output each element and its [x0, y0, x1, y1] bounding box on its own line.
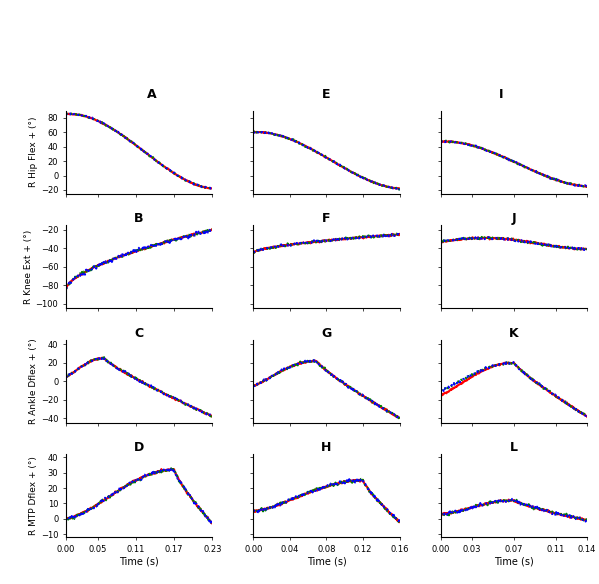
Title: J: J [512, 212, 516, 225]
Y-axis label: R Hip Flex + (°): R Hip Flex + (°) [29, 117, 38, 187]
Title: L: L [510, 442, 518, 454]
Text: I: I [499, 88, 503, 100]
Y-axis label: R MTP Dflex + (°): R MTP Dflex + (°) [29, 456, 38, 535]
Text: A: A [147, 88, 157, 100]
Title: F: F [322, 212, 331, 225]
Y-axis label: R Knee Ext + (°): R Knee Ext + (°) [24, 230, 33, 304]
Title: G: G [321, 326, 332, 340]
Y-axis label: R Ankle Dflex + (°): R Ankle Dflex + (°) [29, 338, 38, 424]
Title: C: C [135, 326, 144, 340]
X-axis label: Time (s): Time (s) [307, 557, 346, 566]
Title: D: D [134, 442, 144, 454]
X-axis label: Time (s): Time (s) [494, 557, 534, 566]
X-axis label: Time (s): Time (s) [119, 557, 159, 566]
Title: K: K [509, 326, 519, 340]
Text: E: E [322, 88, 331, 100]
Title: H: H [321, 442, 332, 454]
Title: B: B [134, 212, 144, 225]
